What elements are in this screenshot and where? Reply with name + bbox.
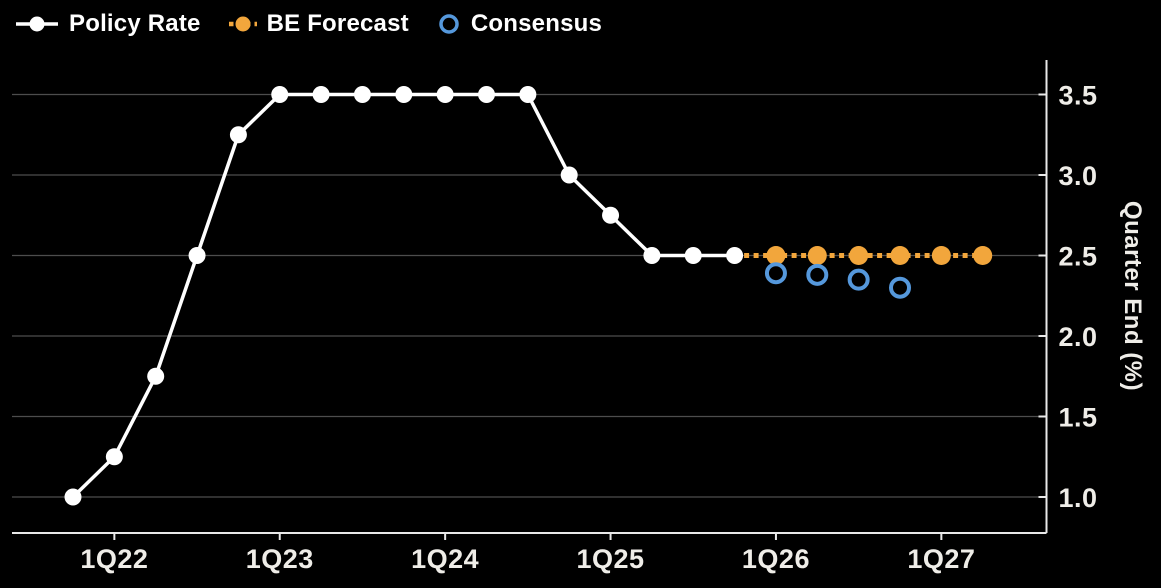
be-forecast-legend-marker [228, 16, 257, 32]
consensus-point [806, 263, 829, 286]
policy-rate-point [105, 448, 123, 466]
x-tick-label: 1Q26 [742, 544, 810, 574]
x-tick-label: 1Q25 [577, 544, 645, 574]
policy-rate-point [684, 247, 702, 264]
legend-dot-glyph [29, 16, 45, 32]
legend-item-be-forecast: BE Forecast [228, 10, 409, 38]
y-tick-label: 1.5 [1059, 403, 1098, 433]
policy-rate-point [602, 206, 620, 224]
policy-rate-point [147, 367, 165, 385]
y-tick-label: 1.0 [1059, 483, 1098, 513]
be-forecast-point [890, 246, 910, 265]
legend-open-circle-glyph [439, 14, 459, 34]
be-forecast-point [973, 246, 993, 265]
consensus-point [889, 276, 911, 299]
x-tick-label: 1Q27 [907, 544, 975, 574]
y-tick-label: 3.0 [1059, 161, 1098, 191]
x-tick-label: 1Q23 [246, 544, 314, 574]
policy-rate-point [229, 126, 247, 144]
policy-rate-point [643, 247, 661, 264]
policy-rate-point [64, 488, 82, 506]
policy-rate-point [478, 86, 495, 103]
policy-rate-legend-marker [16, 16, 58, 32]
policy-rate-point [395, 86, 413, 103]
legend-label-policy-rate: Policy Rate [69, 10, 201, 37]
y-tick-label: 2.0 [1059, 322, 1098, 352]
policy-rate-point [353, 86, 371, 103]
policy-rate-point [436, 86, 454, 103]
policy-rate-point [188, 247, 206, 264]
x-tick-label: 1Q24 [411, 544, 479, 574]
legend-label-consensus: Consensus [470, 10, 603, 37]
consensus-legend-marker [439, 14, 459, 34]
policy-rate-point [519, 86, 537, 103]
legend-item-policy-rate: Policy Rate [14, 10, 201, 38]
be-forecast-point [849, 246, 869, 265]
consensus-point [847, 268, 870, 291]
policy-rate-point [312, 86, 330, 103]
chart-legend: Policy Rate BE Forecast Consensus [14, 10, 602, 38]
policy-rate-point [560, 166, 578, 184]
x-tick-label: 1Q22 [80, 544, 148, 574]
y-tick-label: 3.5 [1059, 81, 1098, 111]
legend-item-consensus: Consensus [436, 10, 602, 38]
y-axis-title: Quarter End (%) [1119, 201, 1146, 391]
y-tick-label: 2.5 [1059, 242, 1098, 272]
policy-rate-line [71, 92, 735, 499]
be-forecast-point [766, 246, 786, 265]
legend-label-be-forecast: BE Forecast [266, 10, 409, 37]
legend-dot-glyph [235, 16, 251, 32]
policy-rate-point [271, 86, 289, 103]
consensus-point [764, 262, 787, 285]
policy-rate-point [726, 247, 744, 264]
be-forecast-point [807, 246, 827, 265]
be-forecast-point [931, 246, 951, 265]
